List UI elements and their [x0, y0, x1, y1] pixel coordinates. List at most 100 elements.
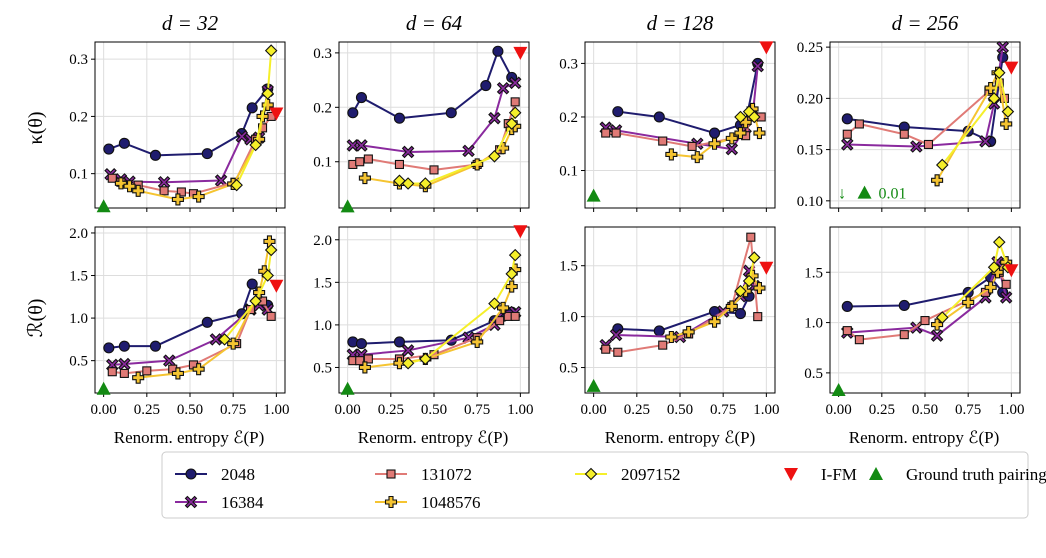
data-point-2048 — [393, 112, 406, 124]
series-line-2097152 — [235, 50, 273, 186]
data-point-1048576 — [984, 281, 997, 294]
y-tick-label: 0.1 — [559, 164, 578, 180]
data-point-131072 — [923, 139, 934, 150]
data-point-2097152 — [742, 274, 756, 288]
data-point-2097152 — [249, 138, 262, 152]
data-point-2097152 — [261, 87, 275, 100]
data-point-131072 — [363, 154, 373, 164]
data-point-131072 — [107, 173, 117, 183]
data-point-2097152 — [218, 333, 231, 346]
data-point-1048576 — [132, 371, 145, 384]
series-16384 — [346, 76, 522, 159]
ground-truth-marker — [96, 199, 111, 213]
panel-8: 0.00 0.25 0.50 0.75 1.00 0.5 1.0 1.5 — [804, 226, 1024, 418]
panel-title: d = 32 — [162, 11, 219, 35]
data-point-16384 — [209, 333, 223, 346]
data-point-1048576 — [931, 318, 944, 331]
data-point-131072 — [355, 356, 365, 366]
y-tick-label: 0.25 — [797, 40, 823, 56]
data-point-16384 — [999, 291, 1013, 304]
data-point-16384 — [508, 76, 522, 90]
row-ylabel-top: κ(θ) — [25, 112, 47, 145]
x-tick-label: 0.75 — [710, 402, 736, 418]
series-16384 — [840, 40, 1010, 153]
data-point-2097152 — [401, 177, 415, 190]
data-point-2097152 — [747, 110, 761, 124]
data-point-16384 — [488, 111, 501, 125]
data-point-16384 — [157, 175, 171, 189]
xlabel-2: Renorm. entropy ℰ(P) — [358, 428, 509, 447]
series-1048576 — [132, 235, 276, 384]
data-point-131072 — [266, 311, 276, 321]
series-line-2097152 — [223, 249, 273, 340]
data-point-2048 — [118, 340, 130, 352]
legend-label: Ground truth pairing — [906, 465, 1046, 484]
xlabel-4: Renorm. entropy ℰ(P) — [849, 428, 1000, 447]
data-point-2048 — [393, 336, 406, 348]
data-point-131072 — [355, 157, 365, 167]
axes-frame — [338, 41, 530, 209]
x-tick-label: 0.50 — [912, 402, 938, 418]
data-point-2097152 — [264, 44, 278, 57]
legend-entry-gt: Ground truth pairing — [869, 465, 1046, 484]
data-point-1048576 — [358, 361, 371, 374]
x-tick-label: 0.00 — [581, 402, 607, 418]
data-point-1048576 — [123, 180, 136, 193]
legend-label: 2097152 — [621, 465, 681, 484]
legend-entry-16384: 16384 — [175, 493, 264, 512]
data-point-131072 — [658, 136, 668, 146]
data-point-1048576 — [682, 325, 695, 338]
data-point-2097152 — [401, 356, 415, 370]
axes-frame — [338, 226, 530, 394]
axes-frame — [829, 226, 1021, 394]
data-point-2097152 — [488, 150, 501, 163]
data-point-2048 — [492, 45, 504, 57]
data-point-1048576 — [665, 330, 678, 344]
legend-marker-1048576 — [384, 495, 398, 509]
row-labels: κ(θ) ℛ(θ) — [25, 112, 47, 338]
data-point-16384 — [355, 139, 368, 152]
ground-truth-marker — [340, 381, 355, 395]
panel-3: 0.1 0.2 0.3 d = 128 — [559, 11, 776, 212]
data-point-131072 — [363, 354, 373, 364]
y-tick-label: 0.5 — [313, 360, 332, 376]
data-point-131072 — [920, 316, 930, 326]
panel-4: 0.10 0.15 0.20 0.25 d = 256 ↓ 0.01 — [797, 11, 1021, 212]
data-point-2048 — [246, 278, 258, 290]
data-point-131072 — [119, 368, 129, 378]
panel-6: 0.00 0.25 0.50 0.75 1.00 0.5 1.0 1.5 2.0 — [313, 225, 533, 418]
data-point-131072 — [899, 330, 909, 340]
data-point-2048 — [103, 143, 115, 155]
data-point-2097152 — [419, 352, 432, 366]
data-point-2097152 — [987, 260, 1001, 274]
data-point-131072 — [429, 165, 439, 175]
data-point-2097152 — [734, 110, 747, 124]
legend-label: I-FM — [821, 465, 857, 484]
xlabels-group: Renorm. entropy ℰ(P) Renorm. entropy ℰ(P… — [114, 428, 1000, 447]
x-tick-label: 0.25 — [378, 402, 404, 418]
row-ylabel-bottom: ℛ(θ) — [25, 299, 47, 338]
data-point-16384 — [910, 140, 923, 153]
series-2097152 — [935, 235, 1015, 324]
y-tick-label: 0.3 — [69, 52, 88, 68]
legend-frame — [161, 451, 1029, 519]
data-point-16384 — [462, 144, 475, 158]
ifm-marker — [1004, 61, 1019, 75]
x-tick-label: 0.75 — [464, 402, 490, 418]
data-point-16384 — [214, 174, 228, 187]
data-point-131072 — [142, 366, 152, 376]
data-point-1048576 — [509, 263, 522, 276]
legend-marker-16384 — [184, 495, 198, 509]
data-point-2097152 — [734, 284, 747, 298]
x-tick-label: 0.50 — [421, 402, 447, 418]
data-point-2097152 — [264, 243, 278, 257]
data-point-2097152 — [935, 158, 949, 172]
data-point-131072 — [842, 326, 852, 336]
y-tick-label: 0.5 — [69, 354, 88, 370]
y-tick-label: 1.5 — [804, 265, 823, 281]
y-tick-label: 0.1 — [69, 167, 88, 183]
data-point-1048576 — [725, 132, 738, 145]
data-point-2048 — [347, 107, 359, 119]
data-point-2048 — [653, 325, 665, 337]
series-2097152 — [393, 106, 522, 190]
